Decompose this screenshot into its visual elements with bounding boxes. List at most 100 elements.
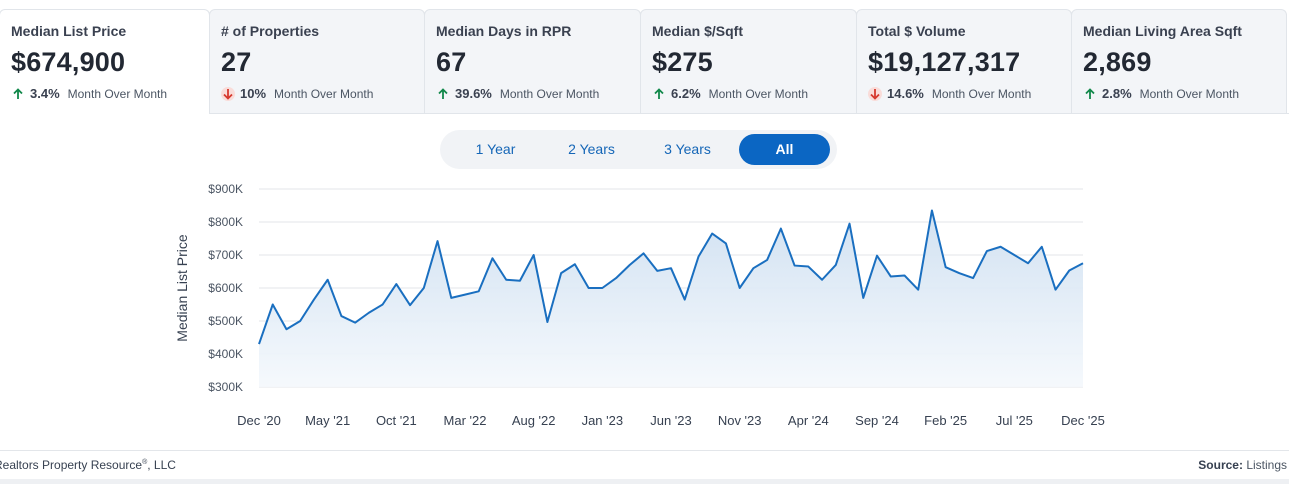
data-point[interactable] <box>695 254 701 260</box>
data-point[interactable] <box>297 318 303 324</box>
data-point[interactable] <box>613 275 619 281</box>
data-point[interactable] <box>984 248 990 254</box>
range-3-years-button[interactable]: 3 Years <box>664 141 711 157</box>
data-point[interactable] <box>970 275 976 281</box>
area-fill <box>259 210 1083 387</box>
data-point[interactable] <box>723 240 729 246</box>
data-point[interactable] <box>338 313 344 319</box>
data-point[interactable] <box>1011 252 1017 258</box>
data-point[interactable] <box>558 270 564 276</box>
data-point[interactable] <box>668 265 674 271</box>
tab-label: Median $/Sqft <box>652 23 744 39</box>
data-point[interactable] <box>380 302 386 308</box>
y-tick-label: $800K <box>208 215 243 229</box>
footer-bar <box>0 479 1289 484</box>
tab-change: 2.8% Month Over Month <box>1083 86 1286 101</box>
data-point[interactable] <box>860 295 866 301</box>
data-point[interactable] <box>750 265 756 271</box>
y-axis-label: Median List Price <box>174 234 190 342</box>
data-point[interactable] <box>929 207 935 213</box>
metric-tabs: Median List Price $674,900 3.4% Month Ov… <box>0 9 1289 114</box>
change-period: Month Over Month <box>274 86 374 101</box>
data-point[interactable] <box>421 285 427 291</box>
data-point[interactable] <box>737 285 743 291</box>
data-point[interactable] <box>352 320 358 326</box>
range-1-year-button[interactable]: 1 Year <box>475 141 516 157</box>
data-point[interactable] <box>901 272 907 278</box>
data-point[interactable] <box>503 277 509 283</box>
data-point[interactable] <box>407 302 413 308</box>
change-period: Month Over Month <box>931 86 1032 101</box>
arrow-up-icon <box>652 87 666 101</box>
change-percent: 39.6% <box>455 86 492 101</box>
data-point[interactable] <box>1066 268 1072 274</box>
arrow-down-icon <box>868 86 882 101</box>
data-point[interactable] <box>627 262 633 268</box>
data-point[interactable] <box>572 261 578 267</box>
data-point[interactable] <box>256 341 262 347</box>
time-range-selector: 1 Year 2 Years 3 Years All <box>440 130 837 169</box>
tab-number-of-properties[interactable]: # of Properties 27 10% Month Over Month <box>209 9 425 114</box>
data-point[interactable] <box>805 264 811 270</box>
tab-change: 14.6% Month Over Month <box>868 86 1071 101</box>
median-list-price-chart: $300K $400K $500K $600K $700K $800K $900K Dec '… <box>174 182 1105 428</box>
data-point[interactable] <box>998 244 1004 250</box>
data-point[interactable] <box>544 319 550 325</box>
data-point[interactable] <box>270 302 276 308</box>
tab-change: 3.4% Month Over Month <box>11 86 209 101</box>
data-point[interactable] <box>489 255 495 261</box>
data-point[interactable] <box>325 277 331 283</box>
data-point[interactable] <box>709 231 715 237</box>
range-2-years-button[interactable]: 2 Years <box>568 141 615 157</box>
data-point[interactable] <box>915 287 921 293</box>
tab-total-volume[interactable]: Total $ Volume $19,127,317 14.6% Month O… <box>856 9 1072 114</box>
change-period: Month Over Month <box>67 86 168 101</box>
data-point[interactable] <box>641 250 647 256</box>
data-point[interactable] <box>517 278 523 284</box>
x-tick-label: Dec '20 <box>237 413 281 428</box>
tab-value: $674,900 <box>11 47 126 77</box>
range-all-button[interactable]: All <box>739 134 830 165</box>
data-point[interactable] <box>1025 260 1031 266</box>
y-tick-label: $600K <box>208 281 243 295</box>
data-point[interactable] <box>476 288 482 294</box>
data-point[interactable] <box>888 273 894 279</box>
data-point[interactable] <box>874 253 880 259</box>
tab-median-list-price[interactable]: Median List Price $674,900 3.4% Month Ov… <box>0 9 210 114</box>
data-point[interactable] <box>448 295 454 301</box>
data-point[interactable] <box>311 297 317 303</box>
tab-median-days-in-rpr[interactable]: Median Days in RPR 67 39.6% Month Over M… <box>424 9 641 114</box>
change-period: Month Over Month <box>708 86 809 101</box>
data-point[interactable] <box>1053 287 1059 293</box>
data-point[interactable] <box>462 292 468 298</box>
tab-value: $275 <box>652 47 713 77</box>
data-point[interactable] <box>435 238 441 244</box>
tab-label: Median Living Area Sqft <box>1083 23 1242 39</box>
data-point[interactable] <box>393 281 399 287</box>
data-point[interactable] <box>943 264 949 270</box>
data-point[interactable] <box>682 297 688 303</box>
tab-median-living-area-sqft[interactable]: Median Living Area Sqft 2,869 2.8% Month… <box>1071 9 1287 114</box>
tab-label: Median Days in RPR <box>436 23 572 39</box>
tab-label: Median List Price <box>11 23 127 39</box>
data-point[interactable] <box>956 270 962 276</box>
data-point[interactable] <box>778 226 784 232</box>
data-point[interactable] <box>819 277 825 283</box>
x-tick-label: Jan '23 <box>582 413 624 428</box>
data-point[interactable] <box>531 252 537 258</box>
data-point[interactable] <box>792 263 798 269</box>
data-point[interactable] <box>847 221 853 227</box>
data-point[interactable] <box>654 268 660 274</box>
tab-median-price-per-sqft[interactable]: Median $/Sqft $275 6.2% Month Over Month <box>640 9 857 114</box>
data-point[interactable] <box>366 310 372 316</box>
data-point[interactable] <box>283 326 289 332</box>
data-point[interactable] <box>1039 244 1045 250</box>
arrow-up-icon <box>436 87 450 101</box>
data-point[interactable] <box>833 262 839 268</box>
data-point[interactable] <box>599 285 605 291</box>
data-point[interactable] <box>764 257 770 263</box>
y-tick-label: $500K <box>208 314 243 328</box>
data-point[interactable] <box>586 285 592 291</box>
data-point[interactable] <box>1080 260 1086 266</box>
tab-change: 39.6% Month Over Month <box>436 86 640 101</box>
